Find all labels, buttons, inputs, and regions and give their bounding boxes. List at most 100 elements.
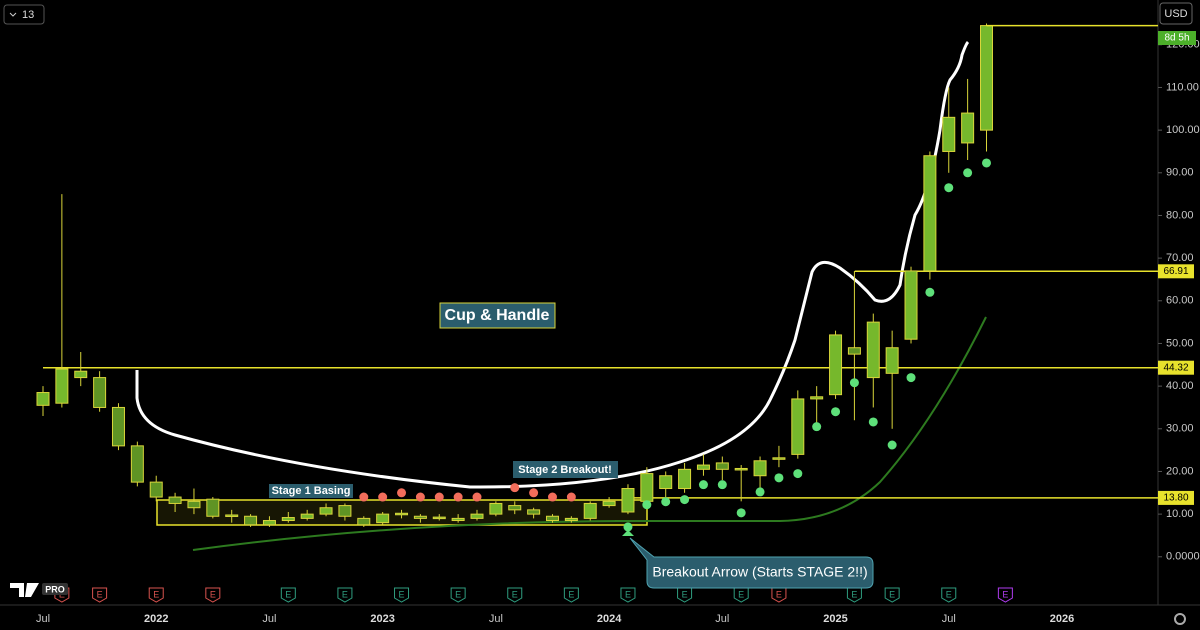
chevron [9,12,17,17]
candle-body [244,515,258,526]
candle-body [866,321,880,379]
earnings-label: E [399,589,405,599]
earnings-label: E [889,589,895,599]
indicator-dot [415,492,425,502]
earnings-label: E [97,589,103,599]
x-tick-label: Jul [715,613,729,625]
candle-body [696,464,710,470]
x-tick-label: Jul [942,613,956,625]
y-tick-label: 30.00 [1166,423,1194,435]
candle-body [508,505,522,511]
indicator-dot [698,480,708,490]
cup-drawing [135,40,970,489]
candle-body [262,520,276,526]
level-label-box [1158,490,1194,505]
candle-body [885,347,899,374]
candle-body [621,488,635,513]
candle-body [395,512,409,516]
candle-body [602,500,616,507]
earnings-label: E [851,589,857,599]
candle-body [942,116,956,152]
annotation: Cup & Handle [445,307,550,324]
candle-body [168,496,182,504]
countdown-box [1158,31,1196,45]
earnings-label: E [455,589,461,599]
annotation: Stage 1 Basing [272,485,351,497]
candle-body [130,445,144,483]
level-label-box [1158,360,1194,375]
breakout-arrow [622,530,634,536]
indicator-dot [359,492,369,502]
candle-body [376,513,390,524]
y-tick-label: 20.00 [1166,465,1194,477]
plot: 0.0000 10.00 20.00 30.00 40.00 50.00 60.00 70.0… [36,23,1200,625]
candle-body [93,377,107,408]
earnings-marker [148,587,164,603]
indicator-dot [755,487,765,497]
y-tick-label: 110.00 [1166,81,1199,93]
currency: USD [1164,8,1187,20]
earnings-label: E [776,589,782,599]
x-tick-label: 2023 [370,613,394,625]
candle-body [640,473,654,502]
indicator-dot [944,183,954,193]
candle-body [904,270,918,340]
level-label: 44.32 [1163,362,1188,373]
indicator-dot [661,497,671,507]
interval-button[interactable] [3,4,45,25]
earnings-marker [941,587,957,603]
earnings-label: E [342,589,348,599]
indicator-dot [378,492,388,502]
candle-body [961,112,975,144]
earnings-marker [450,587,466,603]
candle-body [923,155,937,272]
x-tick-label: 2025 [823,613,847,625]
earnings-label: E [625,589,631,599]
y-tick-label: 10.00 [1166,508,1194,520]
indicator-dot [397,488,407,498]
candle-body [829,334,843,396]
earnings-marker [337,587,353,603]
earnings-marker [620,587,636,603]
currency-button[interactable] [1159,2,1193,25]
candle-body [300,513,314,519]
indicator-dot [868,417,878,427]
y-tick-label: 80.00 [1166,209,1194,221]
indicator-dot [434,492,444,502]
x-tick-label: Jul [262,613,276,625]
candle-body [715,462,729,470]
candle-body [451,517,465,522]
earnings-label: E [568,589,574,599]
candle-body [545,515,559,522]
earnings-label: E [210,589,216,599]
x-tick-label: 2022 [144,613,168,625]
candle-body [187,500,201,509]
earnings-label: E [1002,589,1008,599]
candle-body [338,505,352,517]
candle-body [36,392,50,406]
candle-body [432,516,446,520]
y-tick-label: 0.0000 [1166,551,1200,563]
candle-body [734,467,748,471]
x-tick-label: Jul [489,613,503,625]
earnings-label: E [946,589,952,599]
indicator-dot [642,500,652,510]
annotation-box [513,461,618,478]
indicator-dot [925,287,935,297]
x-tick-label: Jul [36,613,50,625]
candle-body [111,406,125,447]
earnings-marker [280,587,296,603]
logo-badge [42,583,68,595]
candle-body [527,509,541,515]
indicator-dot [982,158,991,168]
moving-average [192,316,987,551]
level-label: 66.91 [1163,266,1188,277]
y-tick-label: 70.00 [1166,252,1194,264]
level-label-box [1158,264,1194,279]
candle-body [55,368,69,404]
candle-body [659,475,673,490]
logo-mark [10,583,39,597]
earnings-label: E [153,589,159,599]
settings-icon[interactable] [1174,613,1186,625]
indicator-dot [906,373,916,383]
